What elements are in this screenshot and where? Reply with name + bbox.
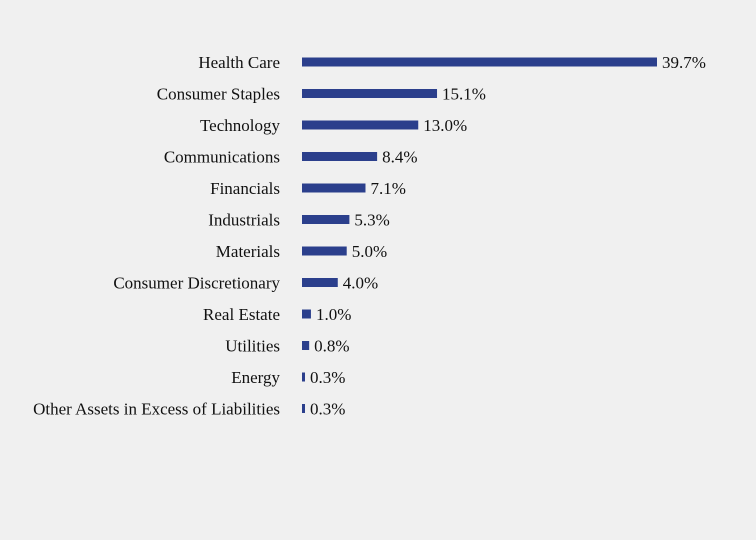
value-label: 4.0% <box>343 274 378 293</box>
category-label: Industrials <box>208 211 280 230</box>
value-label: 8.4% <box>382 148 417 167</box>
value-label: 7.1% <box>370 179 405 198</box>
bars-group <box>302 57 657 413</box>
bar <box>302 246 347 256</box>
bar <box>302 341 310 350</box>
category-labels-group: Health Care Consumer Staples Technology Com… <box>33 53 280 419</box>
value-label: 39.7% <box>662 53 706 72</box>
value-label: 0.8% <box>314 337 349 356</box>
category-label: Real Estate <box>203 305 280 324</box>
value-label: 13.0% <box>423 116 467 135</box>
category-label: Consumer Discretionary <box>113 274 280 293</box>
value-label: 5.0% <box>352 242 387 261</box>
category-label: Utilities <box>225 337 280 356</box>
bar <box>302 183 366 193</box>
bar <box>302 278 338 287</box>
value-label: 1.0% <box>316 305 351 324</box>
value-labels-group: 39.7% 15.1% 13.0% 8.4% 7.1% 5.3% 5.0% 4.0% 1.0% 0… <box>310 53 706 419</box>
value-label: 0.3% <box>310 368 345 387</box>
value-label: 5.3% <box>354 211 389 230</box>
bar <box>302 89 438 98</box>
category-label: Financials <box>210 179 280 198</box>
category-label: Technology <box>200 116 281 135</box>
category-label: Consumer Staples <box>157 85 280 104</box>
category-label: Communications <box>164 148 280 167</box>
category-label: Health Care <box>198 53 280 72</box>
value-label: 0.3% <box>310 400 345 419</box>
bar <box>302 152 378 161</box>
value-label: 15.1% <box>442 85 486 104</box>
bar <box>302 57 657 67</box>
bar <box>302 372 305 382</box>
category-label: Other Assets in Excess of Liabilities <box>33 400 280 419</box>
bar <box>302 120 419 130</box>
bar <box>302 215 350 224</box>
bar <box>302 309 311 319</box>
bar <box>302 404 305 413</box>
category-label: Energy <box>231 368 280 387</box>
category-label: Materials <box>216 242 280 261</box>
